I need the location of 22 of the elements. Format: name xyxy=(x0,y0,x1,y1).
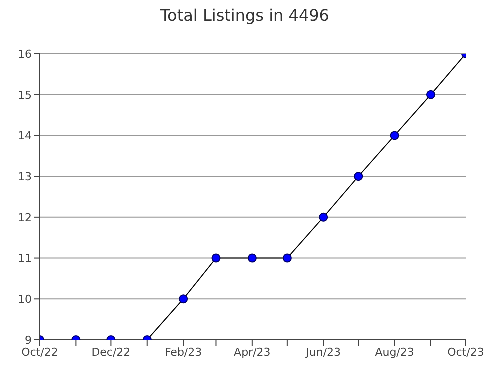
x-tick-label: Aug/23 xyxy=(375,346,414,359)
point xyxy=(354,172,364,182)
y-tick-label: 14 xyxy=(18,130,32,143)
x-tick-label: Jun/23 xyxy=(305,346,342,359)
chart-title: Total Listings in 4496 xyxy=(160,6,330,25)
point xyxy=(212,254,221,263)
x-tick-label: Feb/23 xyxy=(164,346,202,359)
point xyxy=(319,212,328,222)
y-tick-label: 9 xyxy=(25,334,32,347)
point xyxy=(282,254,292,263)
x-tick-label: Oct/23 xyxy=(448,346,484,359)
point xyxy=(390,131,400,140)
x-tick-label: Oct/22 xyxy=(22,346,58,359)
y-tick-label: 11 xyxy=(18,252,32,266)
y-tick-label: 15 xyxy=(18,88,32,102)
y-tick-label: 12 xyxy=(18,211,32,224)
y-tick-label: 16 xyxy=(18,48,32,61)
point xyxy=(248,254,257,263)
y-tick-label: 10 xyxy=(18,293,32,306)
x-tick-label: Apr/23 xyxy=(234,346,271,359)
x-tick-label: Dec/22 xyxy=(92,346,131,359)
y-tick-label: 13 xyxy=(18,170,32,184)
